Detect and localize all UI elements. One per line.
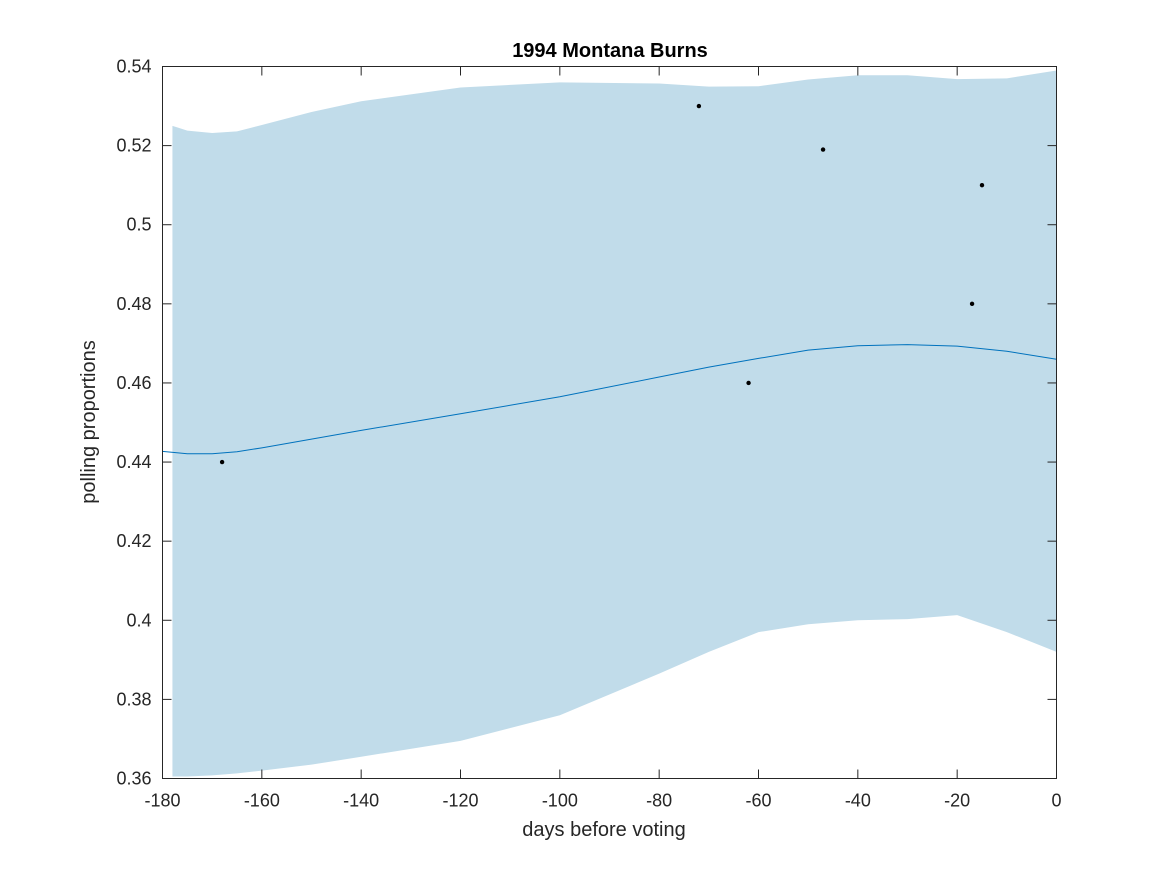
- plot-area: [162, 70, 1057, 777]
- y-tick-label: 0.54: [116, 57, 151, 77]
- y-tick-label: 0.42: [116, 531, 151, 551]
- x-tick-label: -140: [343, 791, 379, 811]
- x-tick-label: -60: [745, 791, 771, 811]
- y-tick-label: 0.46: [116, 373, 151, 393]
- x-tick-label: -100: [542, 791, 578, 811]
- data-point-3: [746, 380, 751, 386]
- x-tick-label: 0: [1051, 791, 1061, 811]
- y-tick-label: 0.38: [116, 689, 151, 709]
- x-tick-label: -120: [442, 791, 478, 811]
- axis-ticks: -180 -160 -140 -120 -100 -80 -60 -40 -20 0 0.36 0.3…: [116, 57, 1061, 811]
- y-tick-label: 0.52: [116, 136, 151, 156]
- data-point-1: [219, 459, 225, 465]
- y-tick-label: 0.5: [126, 215, 151, 235]
- y-tick-label: 0.4: [126, 610, 151, 630]
- y-tick-label: 0.44: [116, 452, 151, 472]
- x-axis-label: days before voting: [522, 819, 685, 841]
- data-point-6: [979, 182, 985, 188]
- data-point-2: [696, 103, 702, 109]
- mean-line: [162, 344, 1057, 455]
- x-tick-label: -160: [244, 791, 280, 811]
- x-tick-label: -180: [144, 791, 180, 811]
- y-tick-label: 0.48: [116, 294, 151, 314]
- chart-title: 1994 Montana Burns: [512, 40, 708, 62]
- confidence-band: [172, 70, 1057, 777]
- x-tick-label: -20: [944, 791, 970, 811]
- x-tick-label: -40: [845, 791, 871, 811]
- data-point-5: [969, 301, 975, 307]
- axes-box: [162, 66, 1057, 779]
- y-axis-label: polling proportions: [78, 340, 100, 503]
- y-tick-label: 0.36: [116, 769, 151, 789]
- data-point-4: [820, 147, 826, 152]
- x-tick-label: -80: [646, 791, 672, 811]
